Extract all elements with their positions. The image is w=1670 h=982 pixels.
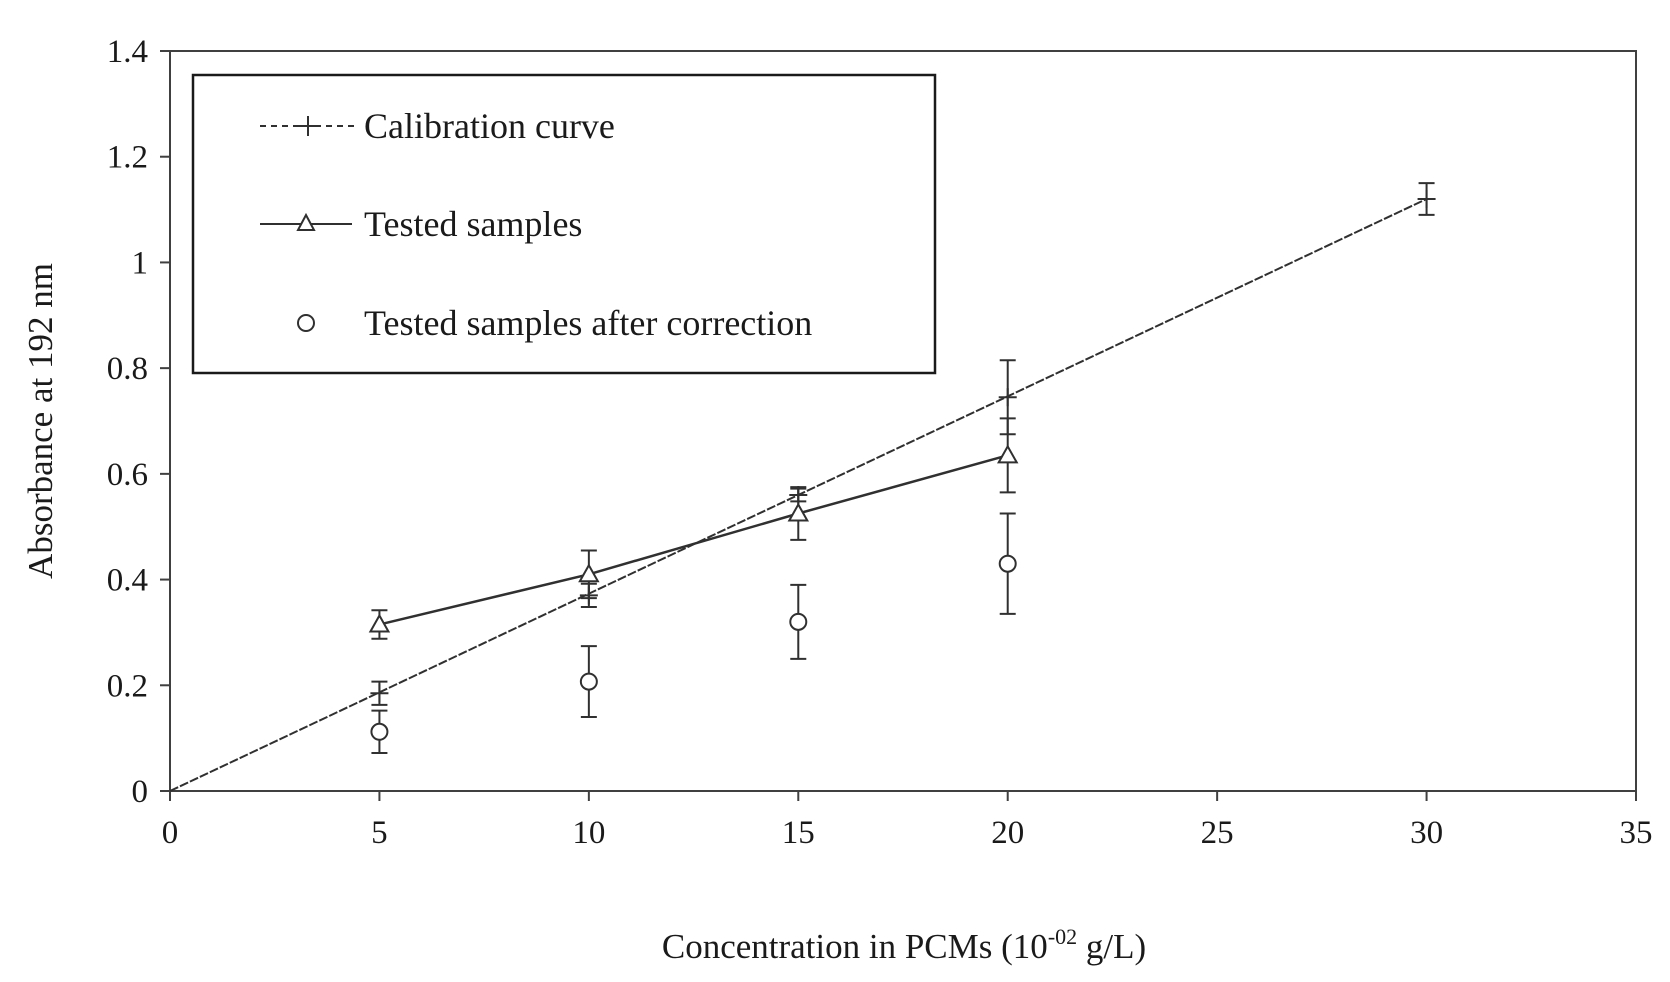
y-tick-label: 1 [132, 245, 149, 281]
tested-samples-triangle-marker [368, 613, 391, 633]
series-layer [169, 182, 1436, 792]
plot-area-frame [169, 50, 1637, 792]
corrected-circle-marker [579, 672, 598, 691]
series-tested-samples [368, 417, 1019, 640]
x-axis-ticks: 0 5 10 15 20 25 30 35 [162, 791, 1653, 851]
legend-tested-label: Tested samples [364, 204, 582, 244]
y-tick-label: 0.2 [107, 668, 148, 704]
x-axis-title-main: Concentration in PCMs (10 [662, 927, 1048, 966]
y-tick-label: 0.4 [107, 563, 148, 599]
y-tick-label: 1.4 [107, 34, 148, 70]
corrected-circle-marker [370, 722, 389, 741]
x-tick-label: 10 [572, 815, 605, 851]
y-axis-ticks: 0 0.2 0.4 0.6 0.8 1 1.2 1.4 [107, 34, 170, 810]
tested-samples-line [379, 454, 1009, 626]
x-axis-title-superscript: -02 [1048, 924, 1077, 949]
tested-samples-triangle-marker [787, 502, 809, 522]
y-axis-title: Absorbance at 192 nm [21, 263, 60, 579]
legend-tested-triangle-marker [296, 212, 316, 231]
legend-corrected-label: Tested samples after correction [364, 303, 812, 343]
series-tested-samples-corrected [370, 512, 1017, 754]
legend: Calibration curve Tested samples Tested … [191, 73, 937, 375]
x-tick-label: 35 [1620, 815, 1653, 851]
tested-samples-triangle-marker [578, 563, 600, 583]
x-tick-label: 25 [1201, 815, 1234, 851]
x-axis-title-tail: g/L) [1077, 927, 1146, 966]
y-tick-label: 0.8 [107, 351, 148, 387]
tested-samples-triangle-marker [997, 444, 1019, 464]
legend-corrected-circle-marker [297, 314, 315, 332]
corrected-circle-marker [789, 612, 808, 631]
y-tick-label: 1.2 [107, 140, 148, 176]
y-tick-label: 0 [132, 774, 149, 810]
legend-calibration-label: Calibration curve [364, 106, 615, 146]
x-axis-title: Concentration in PCMs (10-02 g/L) [662, 924, 1146, 966]
corrected-circle-marker [998, 554, 1017, 573]
x-tick-label: 20 [991, 815, 1024, 851]
y-tick-label: 0.6 [107, 457, 148, 493]
x-tick-label: 5 [371, 815, 388, 851]
x-tick-label: 15 [782, 815, 815, 851]
x-tick-label: 0 [162, 815, 179, 851]
x-tick-label: 30 [1410, 815, 1443, 851]
